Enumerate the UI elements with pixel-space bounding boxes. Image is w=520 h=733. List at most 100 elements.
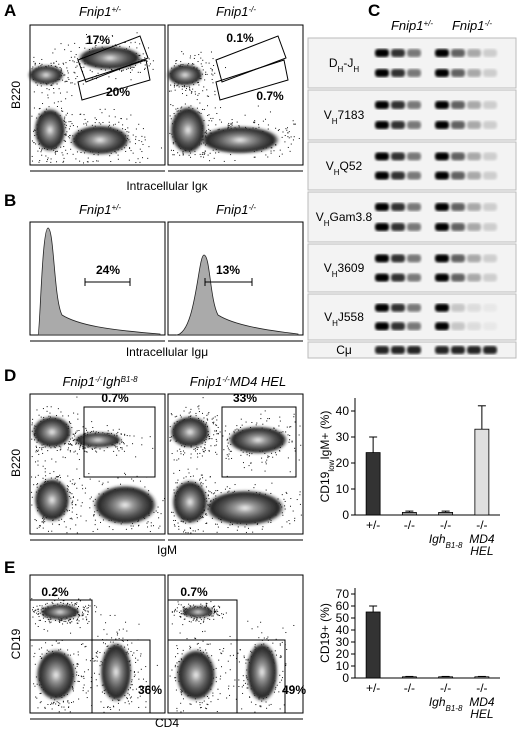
gate: [215, 35, 287, 83]
event-dot: [31, 504, 33, 506]
event-dot: [58, 620, 60, 622]
event-dot: [293, 413, 295, 415]
gel-panel: [307, 191, 517, 243]
event-dot: [182, 153, 184, 155]
event-dot: [86, 451, 88, 453]
event-dot: [64, 74, 66, 76]
event-dot: [58, 523, 60, 525]
event-dot: [179, 154, 181, 156]
event-dot: [34, 63, 36, 65]
event-dot: [150, 525, 152, 527]
event-dot: [210, 67, 212, 69]
event-dot: [279, 674, 281, 676]
event-dot: [234, 160, 236, 162]
event-dot: [99, 448, 101, 450]
event-dot: [146, 522, 148, 524]
event-dot: [53, 88, 55, 90]
event-dot: [42, 446, 44, 448]
event-dot: [201, 108, 203, 110]
event-dot: [152, 68, 154, 70]
event-dot: [105, 622, 107, 624]
event-dot: [82, 618, 84, 620]
event-dot: [74, 667, 76, 669]
gel-label: VH3609: [324, 261, 365, 279]
event-dot: [121, 441, 123, 443]
event-dot: [288, 441, 290, 443]
event-dot: [83, 608, 85, 610]
event-dot: [107, 430, 109, 432]
event-dot: [257, 105, 259, 107]
event-dot: [38, 526, 40, 528]
event-dot: [33, 91, 35, 93]
event-dot: [84, 609, 86, 611]
event-dot: [76, 453, 78, 455]
event-dot: [251, 628, 253, 630]
event-dot: [174, 664, 176, 666]
event-dot: [208, 449, 210, 451]
event-dot: [184, 618, 186, 620]
event-dot: [216, 440, 218, 442]
event-dot: [137, 158, 139, 160]
event-dot: [130, 150, 132, 152]
event-dot: [188, 154, 190, 156]
event-dot: [72, 690, 74, 692]
event-dot: [183, 410, 185, 412]
event-dot: [74, 602, 76, 604]
event-dot: [87, 690, 89, 692]
event-dot: [140, 653, 142, 655]
event-dot: [208, 120, 210, 122]
event-dot: [37, 610, 39, 612]
event-dot: [108, 121, 110, 123]
event-dot: [54, 600, 56, 602]
event-dot: [69, 711, 71, 713]
event-dot: [217, 605, 219, 607]
event-dot: [281, 526, 283, 528]
subscript: B1-8: [446, 541, 463, 550]
event-dot: [89, 498, 91, 500]
gel-band: [483, 152, 497, 161]
event-dot: [289, 505, 291, 507]
event-dot: [278, 691, 280, 693]
event-dot: [142, 53, 144, 55]
event-dot: [190, 646, 192, 648]
event-dot: [189, 88, 191, 90]
event-dot: [286, 521, 288, 523]
event-dot: [298, 434, 300, 436]
event-dot: [144, 139, 146, 141]
event-dot: [37, 464, 39, 466]
event-dot: [133, 652, 135, 654]
gel-band: [483, 223, 497, 231]
event-dot: [69, 654, 71, 656]
event-dot: [67, 449, 69, 451]
event-dot: [189, 703, 191, 705]
event-dot: [53, 92, 55, 94]
event-dot: [65, 98, 67, 100]
event-dot: [82, 447, 84, 449]
event-dot: [282, 670, 284, 672]
gel-band: [375, 254, 389, 263]
event-dot: [212, 117, 214, 119]
event-dot: [39, 605, 41, 607]
event-dot: [117, 702, 119, 704]
event-dot: [271, 452, 273, 454]
event-dot: [242, 451, 244, 453]
event-dot: [54, 48, 56, 50]
event-dot: [87, 669, 89, 671]
event-dot: [131, 69, 133, 71]
text-part: HEL: [470, 544, 493, 558]
event-dot: [272, 642, 274, 644]
event-dot: [202, 517, 204, 519]
event-dot: [112, 529, 114, 531]
event-dot: [197, 456, 199, 458]
event-dot: [73, 484, 75, 486]
superscript: +/-: [111, 203, 121, 212]
event-dot: [71, 621, 73, 623]
event-dot: [274, 688, 276, 690]
event-dot: [217, 698, 219, 700]
event-dot: [289, 439, 291, 441]
event-dot: [72, 618, 74, 620]
event-dot: [95, 119, 97, 121]
event-dot: [141, 141, 143, 143]
event-dot: [33, 683, 35, 685]
event-dot: [95, 431, 97, 433]
